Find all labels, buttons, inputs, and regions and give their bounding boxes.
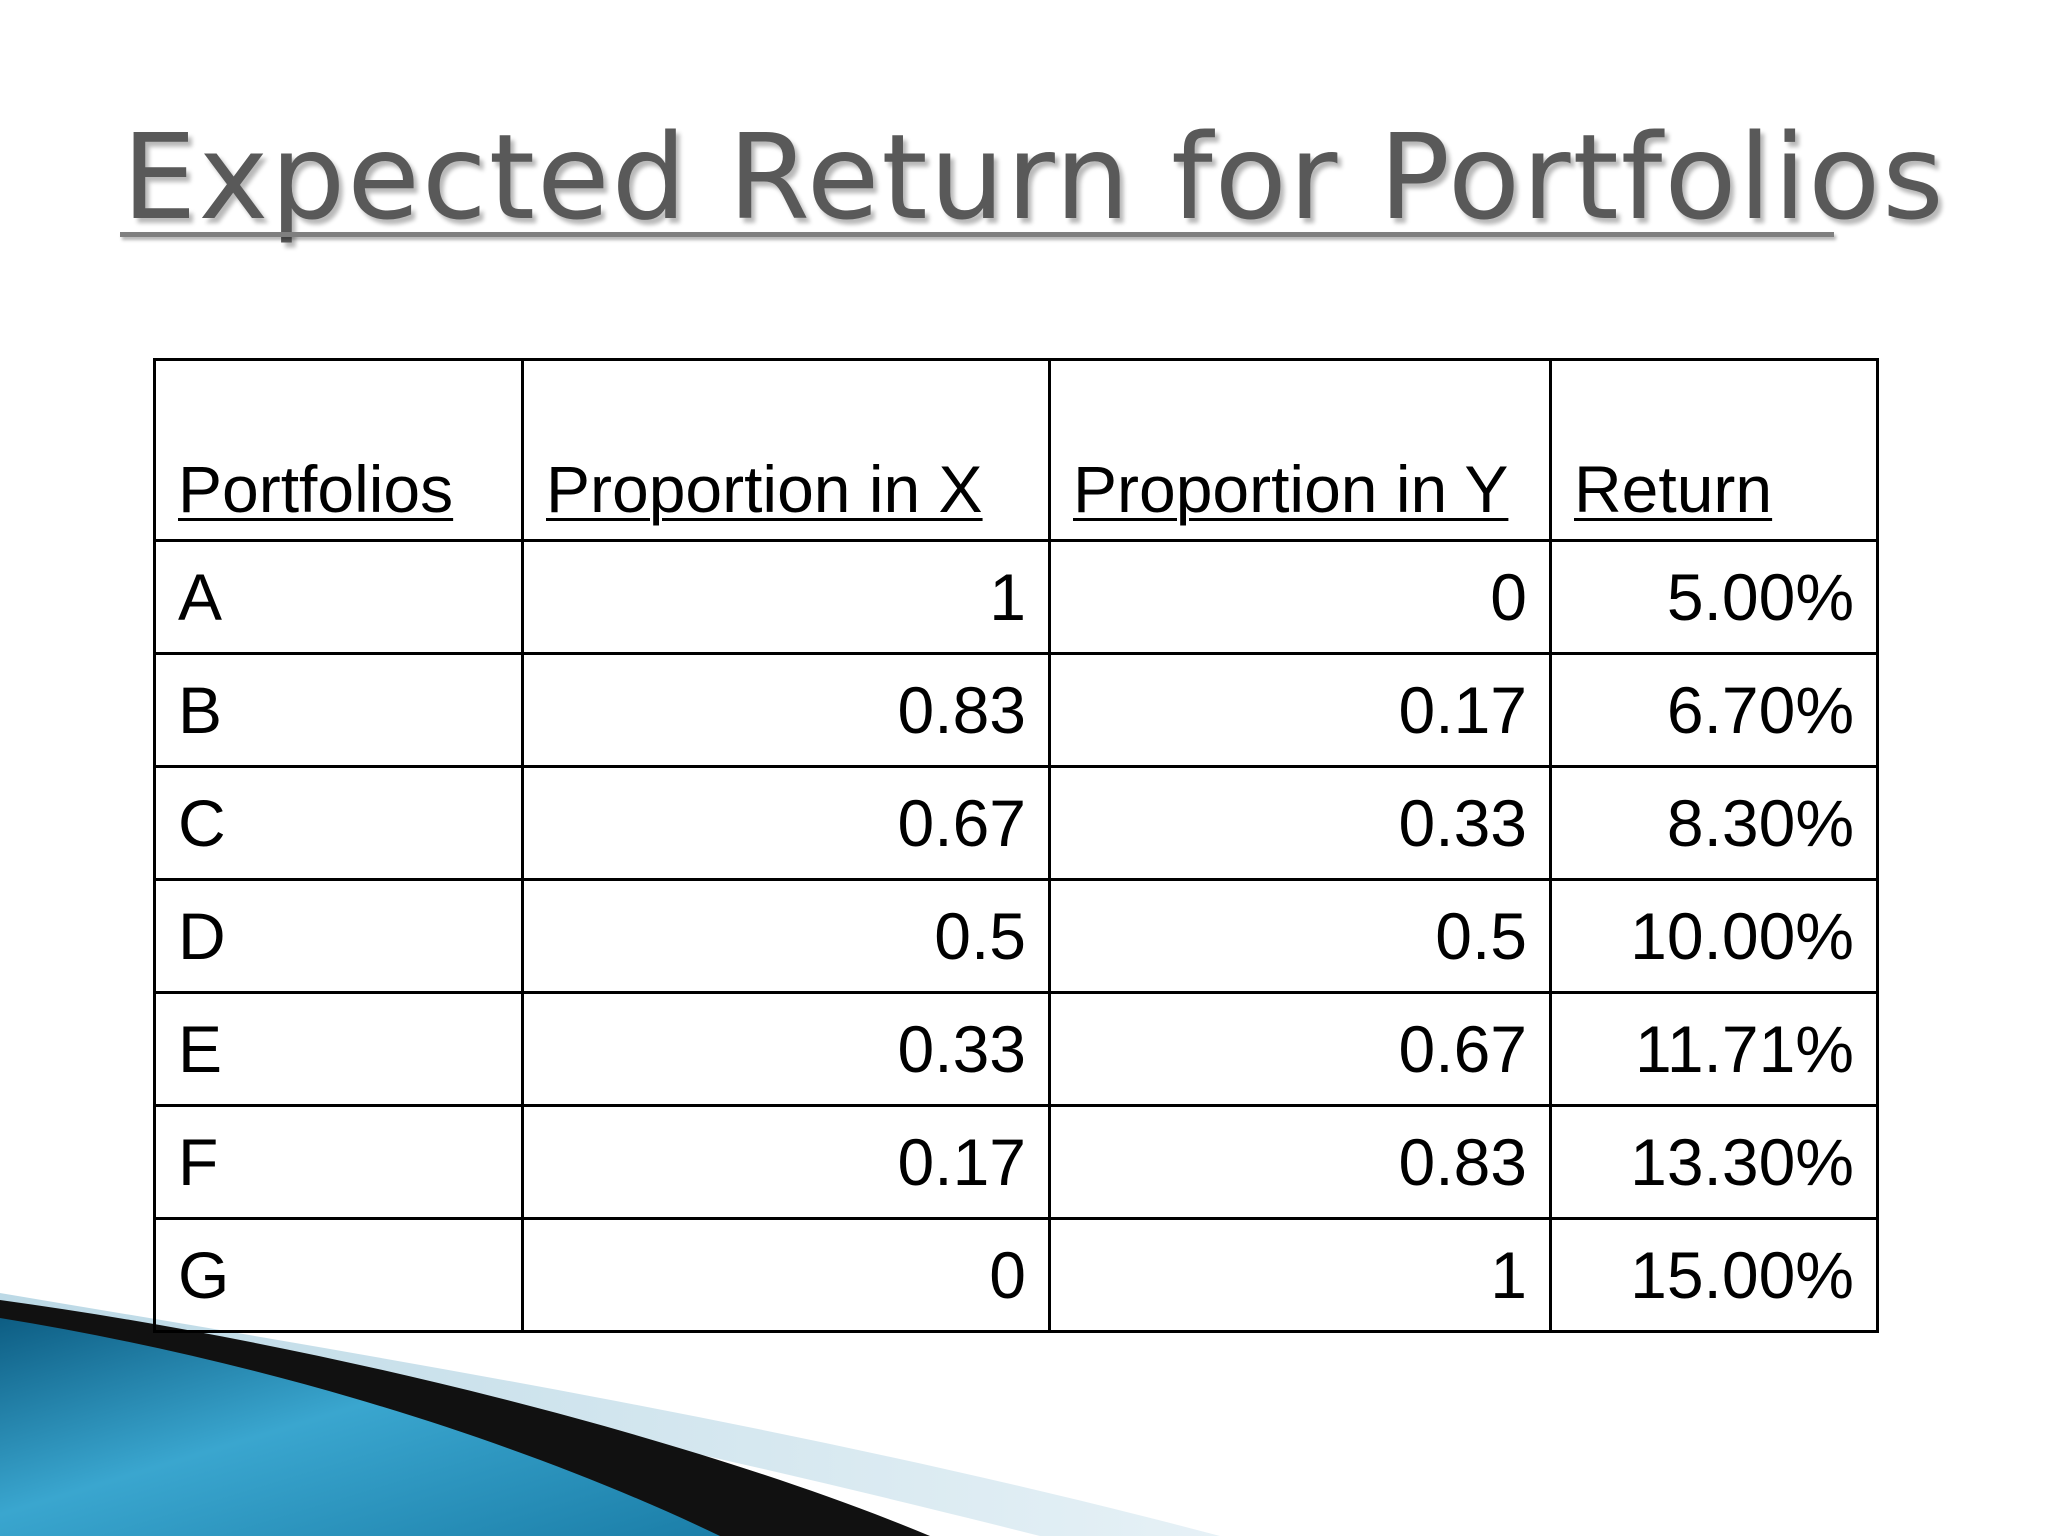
portfolio-name-cell: G [153, 1217, 524, 1333]
return-cell: 11.71% [1549, 991, 1879, 1107]
portfolio-name-cell: F [153, 1104, 524, 1220]
proportion-y-cell: 0.67 [1048, 991, 1552, 1107]
table-row: A 1 0 5.00% [153, 539, 1879, 655]
proportion-y-cell: 1 [1048, 1217, 1552, 1333]
table-row: G 0 1 15.00% [153, 1217, 1879, 1333]
table-row: F 0.17 0.83 13.30% [153, 1104, 1879, 1220]
header-proportion-x: Proportion in X [521, 358, 1051, 542]
portfolio-name-cell: D [153, 878, 524, 994]
return-cell: 15.00% [1549, 1217, 1879, 1333]
portfolio-name-cell: B [153, 652, 524, 768]
proportion-x-cell: 0.5 [521, 878, 1051, 994]
header-return: Return [1549, 358, 1879, 542]
return-cell: 13.30% [1549, 1104, 1879, 1220]
portfolio-name-cell: E [153, 991, 524, 1107]
header-portfolios: Portfolios [153, 358, 524, 542]
proportion-x-cell: 0.17 [521, 1104, 1051, 1220]
return-cell: 6.70% [1549, 652, 1879, 768]
return-cell: 10.00% [1549, 878, 1879, 994]
proportion-y-cell: 0.17 [1048, 652, 1552, 768]
title-underline [120, 232, 1834, 237]
portfolio-table: Portfolios Proportion in X Proportion in… [153, 358, 1879, 1333]
table-row: E 0.33 0.67 11.71% [153, 991, 1879, 1107]
proportion-x-cell: 0.83 [521, 652, 1051, 768]
portfolio-name-cell: A [153, 539, 524, 655]
proportion-y-cell: 0.33 [1048, 765, 1552, 881]
return-cell: 8.30% [1549, 765, 1879, 881]
table-row: D 0.5 0.5 10.00% [153, 878, 1879, 994]
proportion-x-cell: 0.33 [521, 991, 1051, 1107]
portfolio-name-cell: C [153, 765, 524, 881]
table-row: B 0.83 0.17 6.70% [153, 652, 1879, 768]
proportion-y-cell: 0.83 [1048, 1104, 1552, 1220]
table-header-row: Portfolios Proportion in X Proportion in… [153, 358, 1879, 542]
proportion-y-cell: 0 [1048, 539, 1552, 655]
header-proportion-y: Proportion in Y [1048, 358, 1552, 542]
proportion-y-cell: 0.5 [1048, 878, 1552, 994]
proportion-x-cell: 0 [521, 1217, 1051, 1333]
proportion-x-cell: 0.67 [521, 765, 1051, 881]
slide-title: Expected Return for Portfolios [122, 108, 1946, 246]
proportion-x-cell: 1 [521, 539, 1051, 655]
table-row: C 0.67 0.33 8.30% [153, 765, 1879, 881]
return-cell: 5.00% [1549, 539, 1879, 655]
